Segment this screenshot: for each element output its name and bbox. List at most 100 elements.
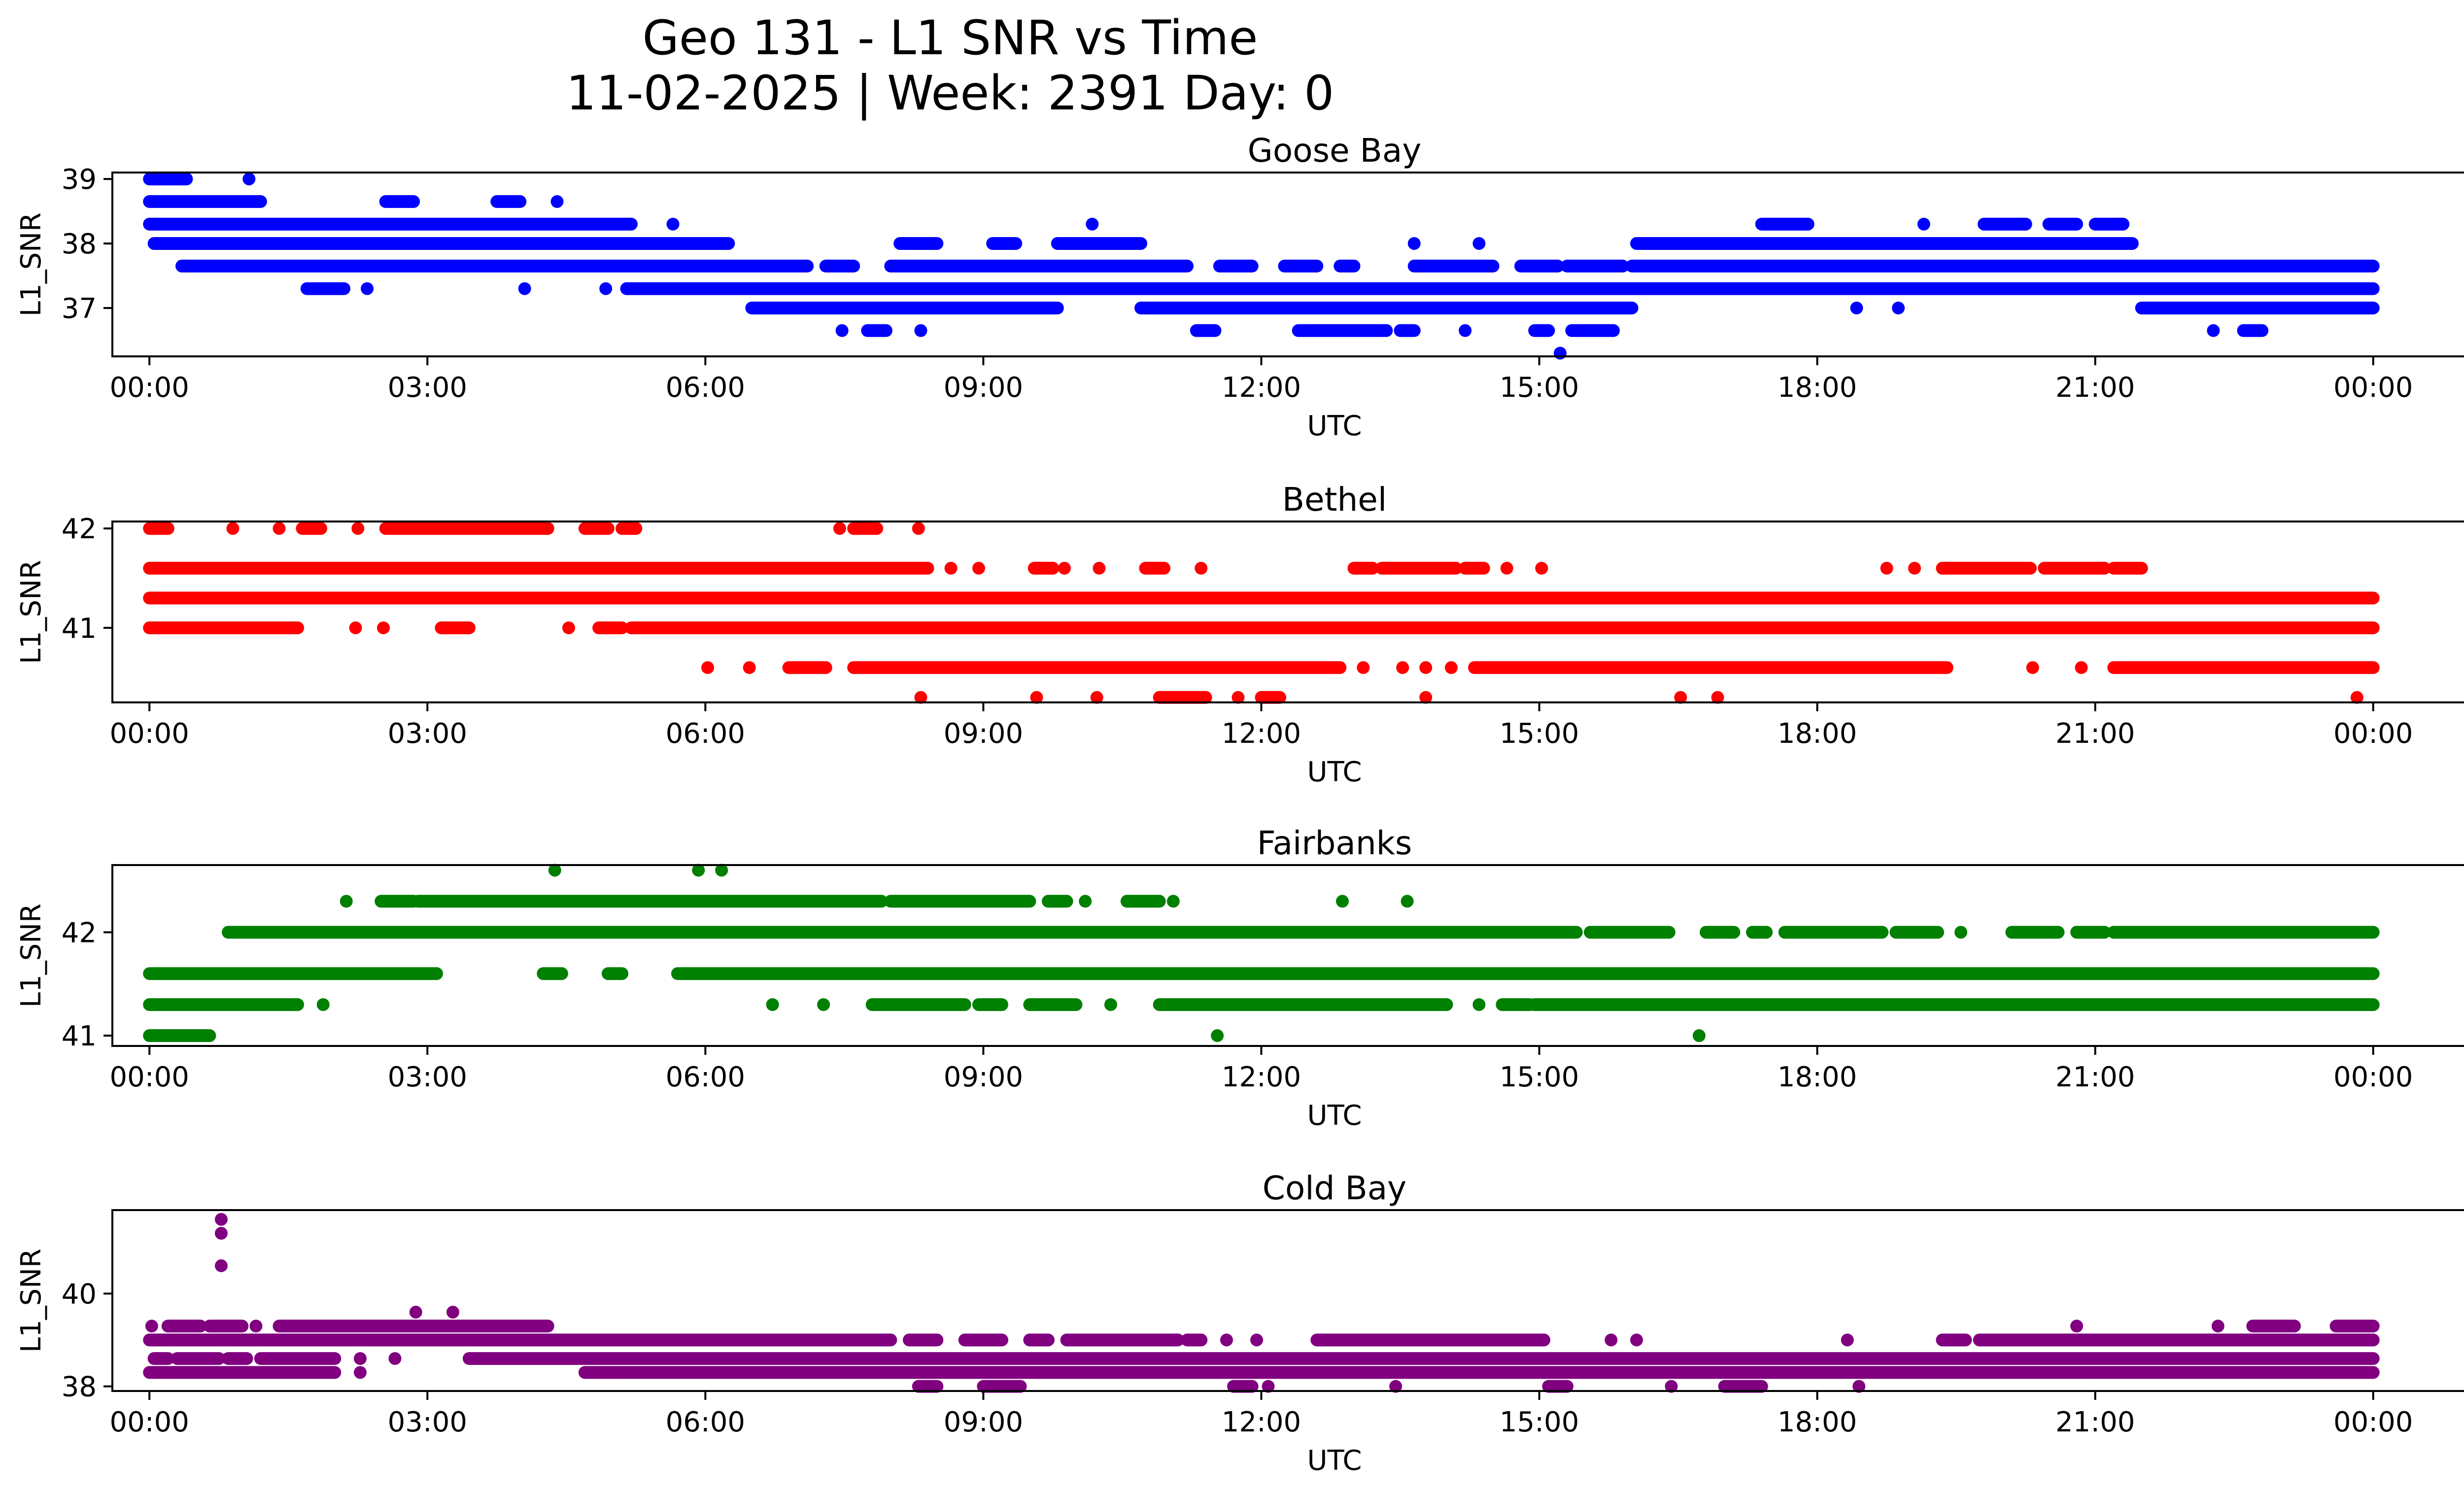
fairbanks-xtick-label: 18:00 xyxy=(1778,1061,1857,1093)
cold-bay-point xyxy=(353,1366,367,1379)
cold-bay-point-run xyxy=(578,1366,2380,1379)
fairbanks-xtick-label: 03:00 xyxy=(388,1061,467,1093)
cold-bay-point-run xyxy=(462,1352,2380,1365)
goose-bay-ytick-label: 39 xyxy=(62,164,97,196)
cold-bay-point-run xyxy=(1227,1380,1259,1393)
goose-bay-xtick-label: 21:00 xyxy=(2055,372,2135,404)
bethel-point xyxy=(912,522,925,535)
bethel-point xyxy=(743,661,756,674)
goose-bay-point-run xyxy=(143,217,638,231)
bethel-point-run xyxy=(1139,561,1171,575)
bethel-title: Bethel xyxy=(1282,481,1387,519)
bethel-ytick-label: 41 xyxy=(62,613,97,645)
cold-bay-xtick-label: 03:00 xyxy=(388,1406,467,1438)
subplot-stack: Goose Bay 00:00 03:00 06:00 09:00 12:00 15:00 1… xyxy=(15,132,2464,1477)
fairbanks-xtick-label: 12:00 xyxy=(1222,1061,1301,1093)
cold-bay-points xyxy=(143,1213,2380,1393)
goose-bay-ytick-label: 37 xyxy=(62,293,97,325)
fairbanks-point xyxy=(340,895,353,908)
bethel-point xyxy=(1357,661,1370,674)
goose-bay-point xyxy=(1472,237,1486,250)
goose-bay-point-run xyxy=(490,195,527,208)
goose-bay-point-run xyxy=(1407,259,1500,273)
fairbanks-point xyxy=(692,864,705,877)
cold-bay-point-run xyxy=(1060,1333,1185,1347)
cold-bay-point-run xyxy=(203,1320,249,1333)
fairbanks-point-run xyxy=(2107,926,2380,939)
bethel-point xyxy=(349,621,362,634)
fairbanks-point-run xyxy=(1042,895,1073,908)
bethel-point-run xyxy=(2107,661,2380,674)
bethel-point-run xyxy=(624,621,2380,634)
goose-bay-point-run xyxy=(2135,301,2380,314)
bethel-point xyxy=(1030,691,1043,704)
cold-bay-point-run xyxy=(2246,1320,2301,1333)
bethel-point-run xyxy=(578,522,615,535)
figure-title-line2: 11-02-2025 | Week: 2391 Day: 0 xyxy=(566,66,1335,121)
fairbanks-panel: Fairbanks 00:00 03:00 06:00 09:00 12:00 15:00 1… xyxy=(15,824,2464,1132)
fairbanks-point xyxy=(1401,895,1414,908)
bethel-point xyxy=(1535,561,1548,575)
goose-bay-point xyxy=(242,173,256,186)
cold-bay-point xyxy=(1852,1380,1866,1393)
cold-bay-point xyxy=(1262,1380,1275,1393)
cold-bay-title: Cold Bay xyxy=(1263,1169,1406,1207)
bethel-point-run xyxy=(1027,561,1060,575)
goose-bay-point-run xyxy=(1514,259,1565,273)
bethel-point xyxy=(273,522,286,535)
bethel-points xyxy=(143,522,2380,704)
bethel-point xyxy=(2026,661,2039,674)
goose-bay-panel: Goose Bay 00:00 03:00 06:00 09:00 12:00 15:00 1… xyxy=(15,132,2464,442)
fairbanks-point-run xyxy=(537,967,568,980)
bethel-point xyxy=(701,661,715,674)
goose-bay-xtick-label: 03:00 xyxy=(388,372,467,404)
goose-bay-point xyxy=(835,324,849,337)
cold-bay-xtick-label: 18:00 xyxy=(1778,1406,1857,1438)
cold-bay-point xyxy=(1630,1333,1643,1347)
fairbanks-point-run xyxy=(1023,998,1083,1011)
cold-bay-point xyxy=(249,1320,263,1333)
goose-bay-point xyxy=(1917,217,1930,231)
goose-bay-point-run xyxy=(2042,217,2084,231)
fairbanks-point-run xyxy=(1778,926,1889,939)
cold-bay-point-run xyxy=(1718,1380,1768,1393)
cold-bay-point xyxy=(409,1306,422,1319)
goose-bay-point xyxy=(914,324,927,337)
bethel-xtick-label: 00:00 xyxy=(110,718,189,750)
cold-bay-point xyxy=(214,1213,228,1226)
goose-bay-point-run xyxy=(1134,301,1639,314)
fairbanks-point-run xyxy=(143,1029,216,1043)
cold-bay-xlabel: UTC xyxy=(1307,1445,1362,1477)
bethel-panel: Bethel 00:00 03:00 06:00 09:00 12:00 15:00 18:0… xyxy=(15,481,2464,788)
goose-bay-xtick-label: 06:00 xyxy=(666,372,745,404)
cold-bay-xtick-label: 21:00 xyxy=(2055,1406,2135,1438)
bethel-point-run xyxy=(143,591,2380,605)
bethel-axes-frame xyxy=(111,521,2464,703)
bethel-point-run xyxy=(592,621,629,634)
fairbanks-points xyxy=(143,864,2380,1043)
goose-bay-point xyxy=(666,217,680,231)
bethel-point-run xyxy=(143,561,934,575)
bethel-point-run xyxy=(143,522,174,535)
fairbanks-point-run xyxy=(1153,998,1453,1011)
goose-bay-point-run xyxy=(2125,259,2380,273)
goose-bay-point-run xyxy=(1190,324,1222,337)
goose-bay-xlabel: UTC xyxy=(1307,410,1362,442)
fairbanks-xtick-label: 06:00 xyxy=(666,1061,745,1093)
goose-bay-point-run xyxy=(1278,259,1324,273)
fairbanks-axes-frame xyxy=(111,864,2464,1047)
bethel-point-run xyxy=(847,522,884,535)
goose-bay-point-run xyxy=(1630,237,2139,250)
fairbanks-ylabel: L1_SNR xyxy=(15,904,47,1008)
bethel-point-run xyxy=(435,621,476,634)
figure-title-line1: Geo 131 - L1 SNR vs Time xyxy=(643,10,1258,66)
fairbanks-point-run xyxy=(375,895,420,908)
fairbanks-xtick-label: 09:00 xyxy=(944,1061,1023,1093)
bethel-point xyxy=(1090,691,1103,704)
bethel-point xyxy=(1396,661,1409,674)
goose-bay-axes-frame xyxy=(111,172,2464,357)
bethel-point xyxy=(351,522,365,535)
bethel-point xyxy=(1500,561,1513,575)
bethel-xtick-label: 12:00 xyxy=(1222,718,1301,750)
